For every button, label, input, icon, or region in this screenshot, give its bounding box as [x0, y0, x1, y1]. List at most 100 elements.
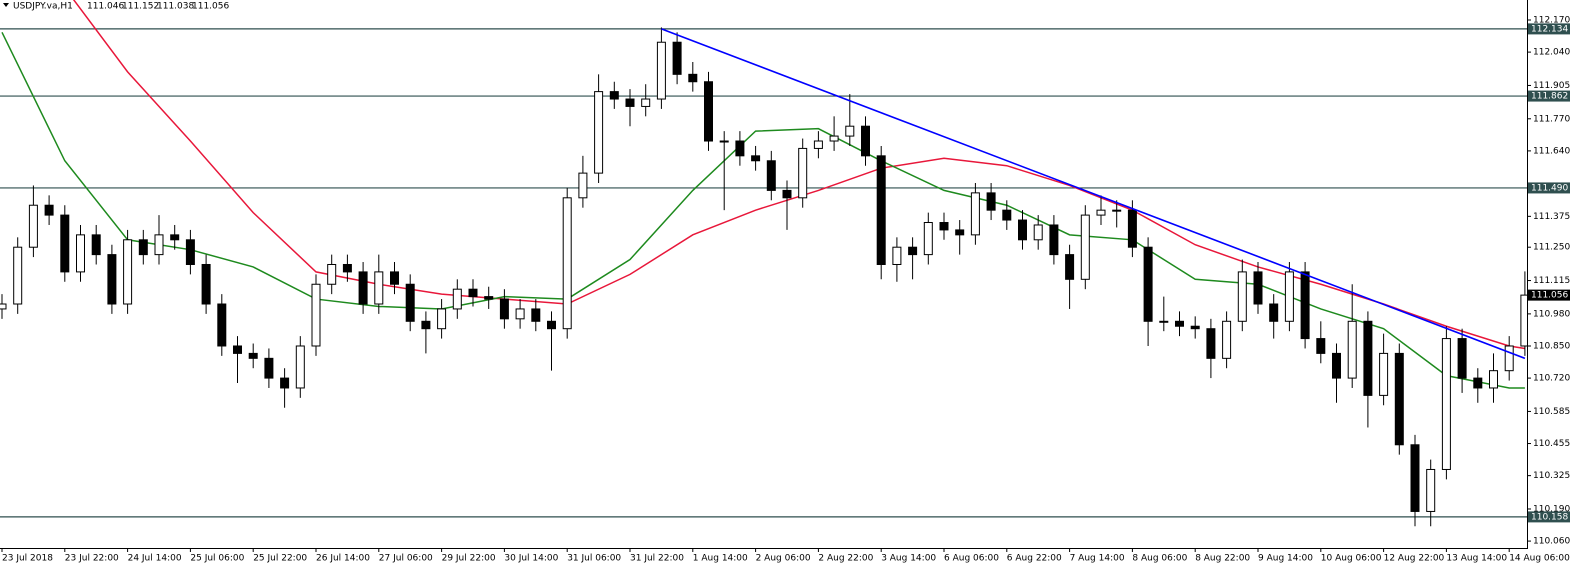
candle-body — [1159, 320, 1169, 323]
candle-body — [1379, 352, 1389, 396]
y-tick-label: 111.905 — [1533, 81, 1570, 91]
menu-arrow — [3, 3, 9, 7]
x-tick-label: 31 Jul 22:00 — [630, 554, 684, 564]
candle-body — [1269, 303, 1279, 322]
y-tick-label: 110.060 — [1533, 537, 1570, 547]
candle-body — [939, 222, 949, 231]
candle-body — [1002, 209, 1012, 221]
candle-body — [782, 189, 792, 199]
candle-body — [390, 271, 399, 285]
candle-body — [688, 73, 698, 83]
y-tick-label: 110.850 — [1533, 341, 1570, 351]
y-tick-label: 111.250 — [1533, 243, 1570, 253]
candle-body — [264, 357, 274, 379]
level-label-box — [1528, 90, 1570, 102]
candle-body — [766, 160, 776, 191]
candle-body — [421, 320, 431, 330]
candle-body — [499, 298, 509, 320]
candle-body — [970, 192, 980, 236]
candle-body — [60, 214, 70, 273]
x-tick-label: 23 Jul 22:00 — [65, 554, 119, 564]
x-tick-label: 14 Aug 06:00 — [1509, 554, 1570, 564]
candle-body — [217, 303, 227, 347]
candle-body — [515, 308, 525, 320]
x-tick-label: 1 Aug 14:00 — [693, 554, 748, 564]
level-label: 112.134 — [1531, 24, 1568, 34]
moving-average — [1, 32, 1525, 389]
candle-body — [908, 246, 918, 256]
ohlc-low: 111.038 — [157, 2, 194, 12]
x-tick-label: 2 Aug 22:00 — [818, 554, 873, 564]
candle-body — [986, 192, 996, 211]
candle-body — [704, 81, 713, 142]
candle-body — [1489, 370, 1498, 389]
x-tick-label: 10 Aug 06:00 — [1321, 554, 1382, 564]
candle-body — [861, 125, 870, 157]
candle-body — [484, 296, 494, 300]
candle-body — [1457, 338, 1467, 379]
candle-body — [91, 234, 101, 256]
y-tick-label: 111.770 — [1533, 114, 1570, 124]
candle-body — [437, 308, 447, 330]
x-tick-label: 7 Aug 14:00 — [1070, 554, 1125, 564]
candle-body — [562, 197, 572, 330]
candle-body — [374, 271, 384, 305]
current-price-label: 111.056 — [1531, 291, 1568, 301]
x-tick-label: 24 Jul 14:00 — [128, 554, 182, 564]
x-tick-label: 3 Aug 14:00 — [881, 554, 936, 564]
y-tick-label: 111.115 — [1533, 276, 1570, 286]
y-tick-label: 110.190 — [1533, 504, 1570, 514]
candle-body — [123, 239, 133, 305]
candle-body — [1332, 352, 1341, 379]
x-tick-label: 6 Aug 06:00 — [944, 554, 999, 564]
plot-area — [0, 0, 1527, 527]
x-tick-label: 6 Aug 22:00 — [1007, 554, 1062, 564]
candle-body — [641, 98, 651, 107]
level-label-box — [1528, 23, 1570, 35]
candle-body — [1253, 271, 1263, 305]
candle-body — [1033, 224, 1043, 241]
candle-body — [405, 283, 415, 322]
level-label-box — [1528, 182, 1570, 194]
candle-body — [594, 91, 604, 174]
candle-body — [1394, 352, 1404, 446]
candle-body — [1300, 271, 1310, 340]
candle-body — [280, 377, 290, 389]
y-tick-label: 110.980 — [1533, 309, 1570, 319]
x-tick-label: 13 Aug 14:00 — [1446, 554, 1507, 564]
candle-body — [1316, 338, 1326, 354]
x-tick-label: 8 Aug 22:00 — [1195, 554, 1250, 564]
x-tick-label: 12 Aug 22:00 — [1384, 554, 1445, 564]
candle-body — [76, 234, 85, 273]
candle-body — [170, 234, 180, 241]
candle-body — [719, 140, 729, 143]
candle-body — [1426, 468, 1436, 512]
candle-body — [751, 155, 761, 162]
candle-body — [892, 246, 902, 265]
x-tick-label: 8 Aug 06:00 — [1132, 554, 1187, 564]
candle-body — [248, 352, 258, 359]
ohlc-open: 111.046 — [87, 2, 124, 12]
y-tick-label: 110.455 — [1533, 439, 1570, 449]
symbol: USDJPY.va,H1 — [13, 2, 73, 12]
ohlc-high: 111.152 — [122, 2, 159, 12]
ohlc-close: 111.056 — [192, 2, 229, 12]
x-tick-label: 23 Jul 2018 — [2, 554, 53, 564]
candle-body — [1127, 209, 1137, 248]
x-tick-label: 25 Jul 06:00 — [190, 554, 244, 564]
candle-body — [468, 288, 478, 298]
candle-body — [1018, 219, 1027, 241]
candle-body — [1080, 214, 1090, 280]
trendline — [661, 28, 1526, 360]
candle-body — [1363, 320, 1373, 396]
candle-body — [547, 320, 556, 330]
candle-body — [1504, 345, 1514, 372]
candle-body — [28, 204, 38, 248]
candle-body — [452, 288, 462, 310]
x-tick-label: 9 Aug 14:00 — [1258, 554, 1313, 564]
candle-body — [1441, 338, 1451, 470]
candle-body — [311, 283, 321, 347]
candle-body — [295, 345, 305, 389]
candle-body — [342, 263, 352, 273]
